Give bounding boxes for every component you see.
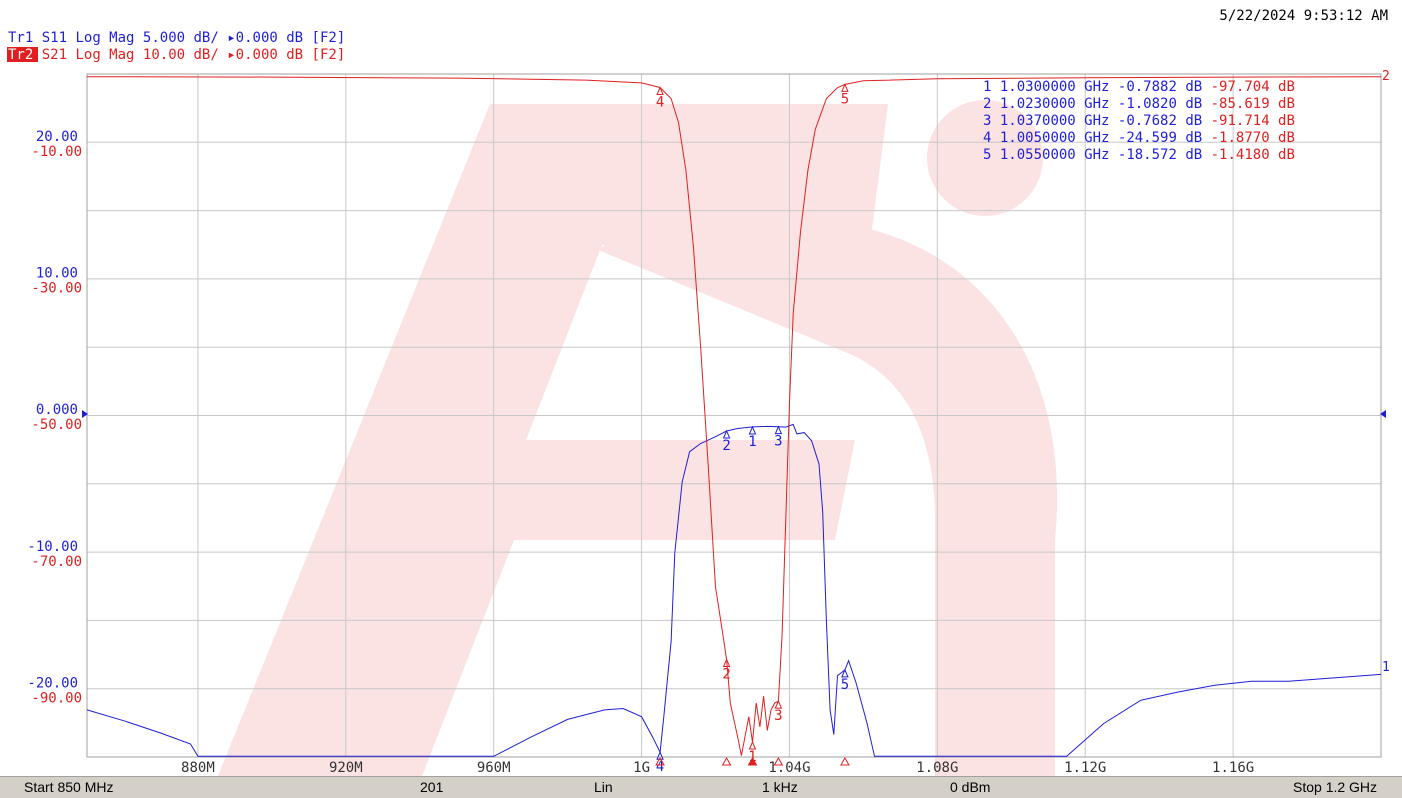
if-bandwidth[interactable]: 1 kHz <box>762 779 798 795</box>
svg-text:Tr2 S21 Log Mag: Tr2 S21 Log Mag 10.00 dB/ ▸0.000 dB [F2] <box>8 47 345 63</box>
trace-header-tr1[interactable]: Tr1 S11 Log Mag 5.000 dB/ ▸0.000 dB [F2] <box>8 30 345 46</box>
marker-triangle-icon[interactable] <box>656 750 664 760</box>
trace-tag: Tr2 <box>8 47 33 63</box>
trace-scale: 5.000 dB/ <box>143 30 219 46</box>
y-tick-label-s11: -10.00 <box>27 539 78 555</box>
marker-label: 5 <box>841 677 849 693</box>
y-tick-label-s11: 20.00 <box>36 129 78 145</box>
y-tick-label-s21: -90.00 <box>31 690 82 706</box>
marker-stimulus-icon[interactable] <box>721 756 732 766</box>
sweep-type[interactable]: Lin <box>594 779 613 795</box>
marker-label: 1 <box>748 434 756 450</box>
marker-table: 1 1.0300000 GHz -0.7882 dB -97.704 dB 2 … <box>983 79 1295 163</box>
marker-stimulus-icon[interactable] <box>655 756 665 766</box>
marker-triangle-icon[interactable] <box>656 86 664 96</box>
marker-row-3: 3 1.0370000 GHz -0.7682 dB -91.714 dB <box>983 113 1295 129</box>
trace-param: S11 <box>42 30 67 46</box>
trace-format: Log Mag <box>75 30 134 46</box>
marker-row-1: 1 1.0300000 GHz -0.7882 dB -97.704 dB <box>983 79 1295 95</box>
svg-text:Tr1 S11 Log Mag: Tr1 S11 Log Mag 5.000 dB/ ▸0.000 dB [F2] <box>8 30 345 46</box>
trace-scale: 10.00 dB/ <box>143 47 219 63</box>
y-tick-label-s21: -70.00 <box>31 554 82 570</box>
s11-end-label: 1 <box>1382 660 1390 675</box>
marker-row-4: 4 1.0050000 GHz -24.599 dB -1.8770 dB <box>983 130 1295 146</box>
marker-label: 4 <box>656 95 664 111</box>
s11-ref-left-arrow-icon[interactable] <box>82 410 88 418</box>
x-tick-label: 1G <box>633 760 650 776</box>
trace-param: S21 <box>42 47 67 63</box>
active-trace-highlight <box>7 47 38 62</box>
trace-ref-symbol: ▸ <box>227 30 235 46</box>
trace-channel: [F2] <box>312 47 346 63</box>
marker-triangle-icon[interactable] <box>774 425 783 435</box>
y-tick-label-s11: -20.00 <box>27 675 78 691</box>
marker-row-2: 2 1.0230000 GHz -1.0820 dB -85.619 dB <box>983 96 1295 112</box>
y-tick-label-s21: -30.00 <box>31 281 82 297</box>
x-tick-label: 1.08G <box>916 760 958 776</box>
marker-triangle-icon[interactable] <box>748 740 757 750</box>
x-tick-label: 960M <box>477 760 511 776</box>
marker-stimulus-icon[interactable] <box>773 756 784 766</box>
marker-label: 2 <box>722 438 730 454</box>
active-marker-stimulus-icon[interactable] <box>747 756 758 766</box>
marker-label: 2 <box>722 666 730 682</box>
trace-s21 <box>86 76 1382 756</box>
marker-triangle-icon[interactable] <box>841 668 849 678</box>
trace-ref: 0.000 dB <box>236 47 303 63</box>
marker-label: 5 <box>841 91 849 107</box>
trace-ref: 0.000 dB <box>236 30 303 46</box>
trace-layer <box>86 76 1382 757</box>
plot-frame <box>86 73 1382 758</box>
x-tick-label: 1.04G <box>768 760 810 776</box>
y-tick-label-s21: -50.00 <box>31 417 82 433</box>
x-tick-label: 920M <box>329 760 363 776</box>
marker-layer: 1122334455 <box>655 83 850 775</box>
x-tick-label: 1.16G <box>1212 760 1254 776</box>
start-frequency[interactable]: Start 850 MHz <box>24 779 114 795</box>
marker-stimulus-icon[interactable] <box>840 756 850 766</box>
marker-triangle-icon[interactable] <box>748 425 757 435</box>
trace-s11 <box>86 423 1382 757</box>
marker-triangle-icon[interactable] <box>722 429 731 439</box>
trace-channel: [F2] <box>312 30 346 46</box>
marker-triangle-icon[interactable] <box>722 658 731 667</box>
y-tick-label-s21: -10.00 <box>31 144 82 160</box>
y-tick-label-s11: 10.00 <box>36 266 78 282</box>
stop-frequency[interactable]: Stop 1.2 GHz <box>1293 779 1378 795</box>
marker-triangle-icon[interactable] <box>841 83 849 92</box>
marker-triangle-icon[interactable] <box>774 699 783 709</box>
x-tick-label: 1.12G <box>1064 760 1106 776</box>
watermark-logo-icon <box>218 100 1058 776</box>
trace-tag: Tr1 <box>8 30 33 46</box>
x-tick-label: 880M <box>181 760 215 776</box>
trace-header-tr2[interactable]: Tr2 S21 Log Mag 10.00 dB/ ▸0.000 dB [F2] <box>7 47 345 63</box>
marker-label: 3 <box>774 708 782 724</box>
timestamp: 5/22/2024 9:53:12 AM <box>1219 8 1388 24</box>
sweep-points[interactable]: 201 <box>420 779 444 795</box>
status-bar: Start 850 MHz 201 Lin 1 kHz 0 dBm Stop 1… <box>0 776 1402 798</box>
marker-row-5: 5 1.0550000 GHz -18.572 dB -1.4180 dB <box>983 147 1295 163</box>
source-power[interactable]: 0 dBm <box>950 779 991 795</box>
marker-label: 4 <box>656 759 664 775</box>
trace-format: Log Mag <box>75 47 134 63</box>
marker-label: 3 <box>774 434 782 450</box>
s11-ref-right-arrow-icon[interactable] <box>1380 410 1386 418</box>
plot-grid: 880M 920M 960M 1G 1.04G 1.08G 1.12G 1.16G20.00-… <box>27 74 1381 776</box>
trace-ref-symbol: ▸ <box>227 47 235 63</box>
y-tick-label-s11: 0.000 <box>36 402 78 418</box>
s21-active-marker-end-label: 2 <box>1382 69 1390 84</box>
